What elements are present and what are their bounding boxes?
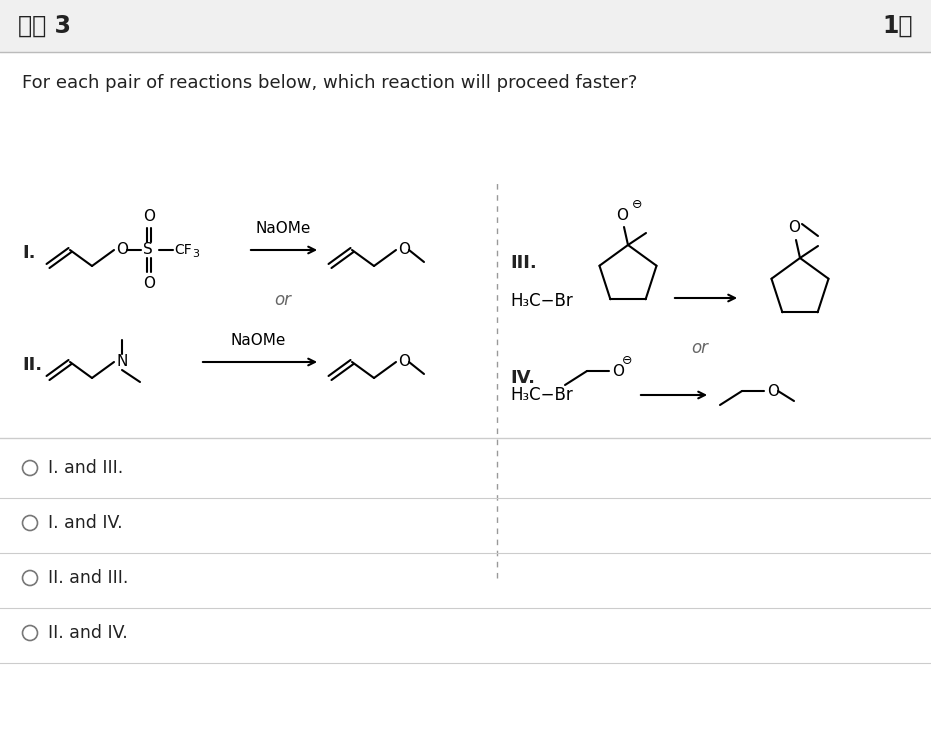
Text: II.: II. <box>22 356 42 374</box>
Text: or: or <box>275 291 291 309</box>
Text: O: O <box>616 207 628 222</box>
Text: S: S <box>143 242 153 258</box>
Text: II. and IV.: II. and IV. <box>48 624 128 642</box>
Text: IV.: IV. <box>510 369 535 387</box>
Text: NaOMe: NaOMe <box>255 221 311 236</box>
Text: H₃C−Br: H₃C−Br <box>510 292 573 310</box>
Bar <box>0 0 931 52</box>
Text: O: O <box>767 383 779 398</box>
Text: N: N <box>116 354 128 369</box>
Text: ⊖: ⊖ <box>632 198 642 212</box>
Text: CF: CF <box>174 243 192 257</box>
Text: O: O <box>788 221 800 236</box>
Text: III.: III. <box>510 254 537 272</box>
Text: 질문 3: 질문 3 <box>18 14 71 38</box>
Text: I.: I. <box>22 244 35 262</box>
Text: I. and III.: I. and III. <box>48 459 123 477</box>
Text: For each pair of reactions below, which reaction will proceed faster?: For each pair of reactions below, which … <box>22 74 638 92</box>
Text: O: O <box>143 276 155 291</box>
Text: O: O <box>143 209 155 224</box>
Text: O: O <box>116 242 128 258</box>
Text: H₃C−Br: H₃C−Br <box>510 386 573 404</box>
Text: O: O <box>398 354 410 369</box>
Text: NaOMe: NaOMe <box>230 333 286 348</box>
Text: O: O <box>612 363 624 378</box>
Text: 1점: 1점 <box>883 14 913 38</box>
Text: 3: 3 <box>192 249 199 259</box>
Text: I. and IV.: I. and IV. <box>48 514 123 532</box>
Text: or: or <box>692 339 708 357</box>
Text: O: O <box>398 242 410 258</box>
Text: II. and III.: II. and III. <box>48 569 128 587</box>
Text: ⊖: ⊖ <box>622 354 632 368</box>
